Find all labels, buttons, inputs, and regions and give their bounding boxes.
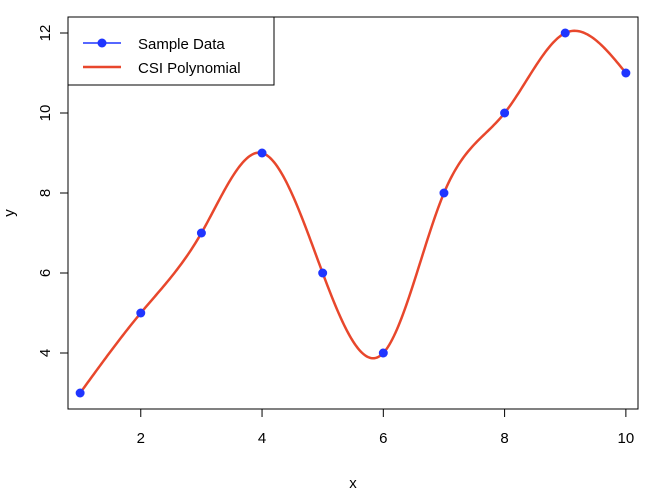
- x-tick-label: 2: [137, 430, 145, 447]
- data-point: [500, 108, 510, 118]
- x-axis: 2 4 6 8 10: [137, 408, 635, 447]
- spline-curve-line: [79, 29, 627, 394]
- legend-marker-sample-data: [97, 38, 107, 48]
- plot-area: [75, 28, 631, 398]
- data-point: [75, 388, 85, 398]
- y-tick-label: 12: [37, 25, 54, 42]
- y-tick-label: 4: [37, 349, 54, 357]
- x-tick-label: 10: [618, 430, 635, 447]
- y-tick-label: 8: [37, 189, 54, 197]
- x-tick-label: 8: [500, 430, 508, 447]
- data-point: [621, 68, 631, 78]
- data-point: [136, 308, 146, 318]
- legend-label-csi-polynomial: CSI Polynomial: [138, 60, 241, 77]
- y-axis: 4 6 8 10 12: [37, 25, 69, 357]
- x-tick-label: 6: [379, 430, 387, 447]
- legend-label-sample-data: Sample Data: [138, 36, 225, 53]
- x-tick-label: 4: [258, 430, 266, 447]
- data-point: [439, 188, 449, 198]
- data-point: [560, 28, 570, 38]
- legend: Sample Data CSI Polynomial: [67, 16, 275, 86]
- y-tick-label: 10: [37, 105, 54, 122]
- x-axis-title: x: [349, 475, 357, 492]
- y-axis-title: y: [1, 209, 18, 217]
- data-point: [318, 268, 328, 278]
- y-tick-label: 6: [37, 269, 54, 277]
- data-point: [257, 148, 267, 158]
- data-point: [378, 348, 388, 358]
- data-point: [196, 228, 206, 238]
- legend-box: [67, 16, 275, 86]
